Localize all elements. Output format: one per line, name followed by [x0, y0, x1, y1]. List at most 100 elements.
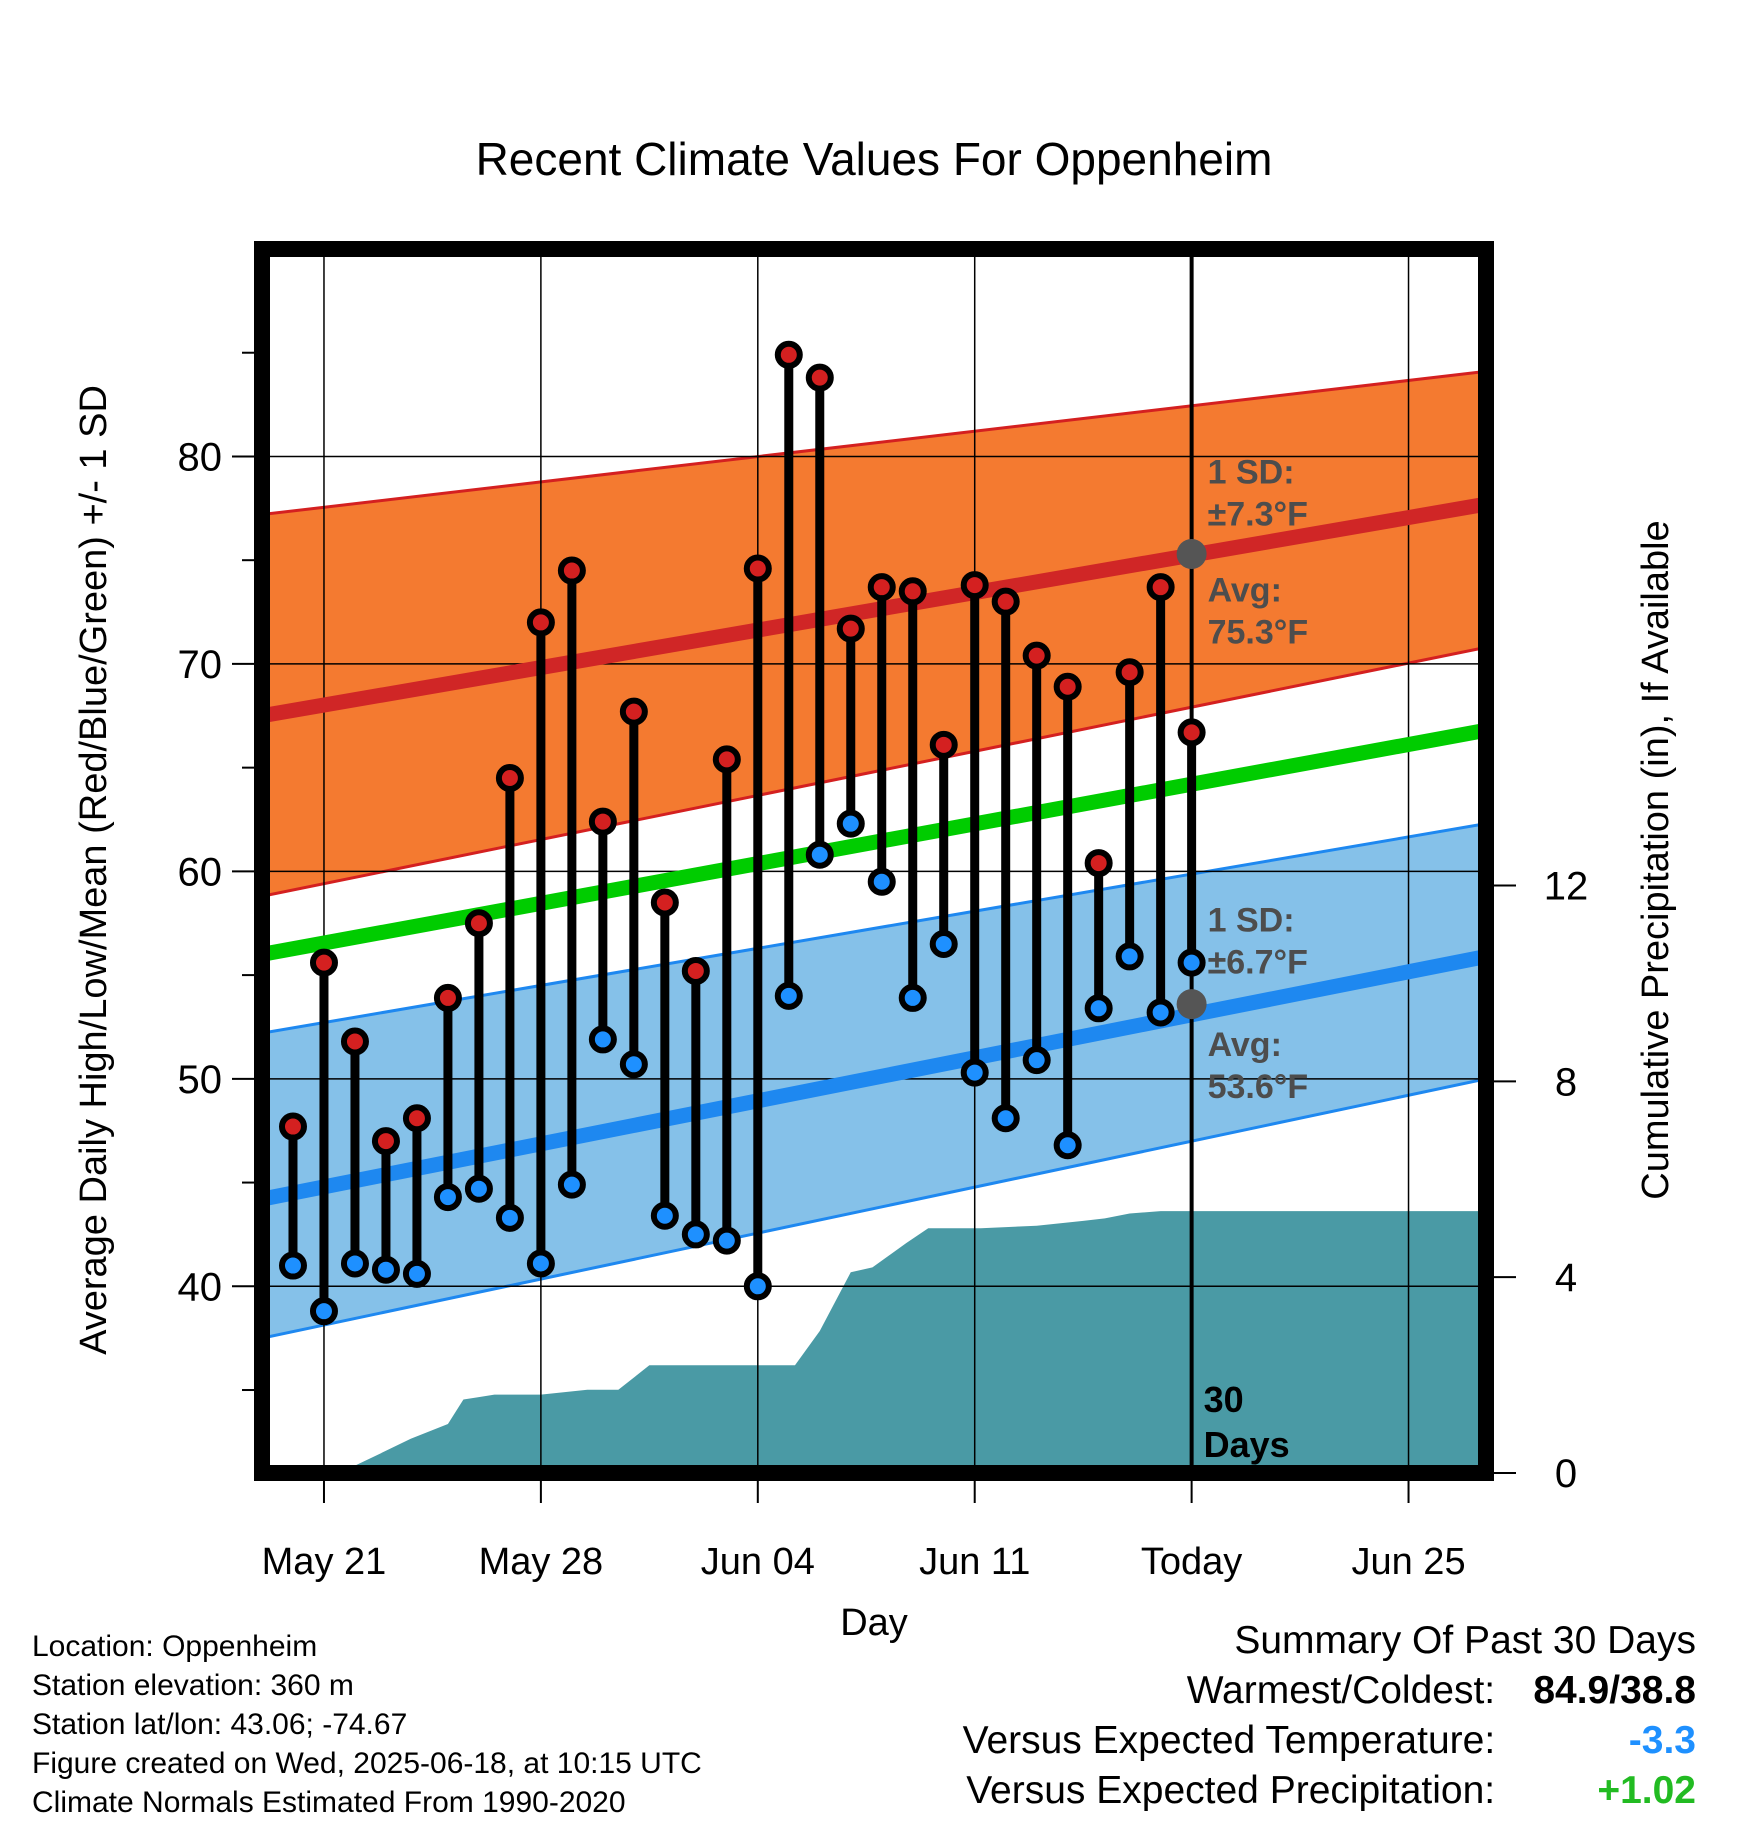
low-point	[433, 1183, 462, 1212]
y2-tick-label: 12	[1544, 864, 1589, 908]
x-tick-label: Today	[1141, 1541, 1242, 1583]
low-point	[340, 1249, 369, 1278]
low-point	[836, 809, 865, 838]
low-point	[588, 1025, 617, 1054]
low-point	[898, 983, 927, 1012]
high-point	[712, 745, 741, 774]
high-point	[805, 363, 834, 392]
x-tick-label: Jun 25	[1351, 1541, 1465, 1583]
high-avg-annotation: 75.3°F	[1208, 614, 1309, 652]
low-point	[464, 1174, 493, 1203]
low-avg-annotation: Avg:	[1208, 1026, 1282, 1064]
precip-area	[262, 1211, 1486, 1473]
summary-heading: Summary Of Past 30 Days	[1234, 1619, 1696, 1662]
summary-temp-label: Versus Expected Temperature:	[962, 1719, 1496, 1762]
low-point	[867, 867, 896, 896]
chart-title: Recent Climate Values For Oppenheim	[476, 133, 1273, 185]
high-point	[960, 571, 989, 600]
y-axis-label: Average Daily High/Low/Mean (Red/Blue/Gr…	[73, 385, 115, 1355]
low-point	[774, 981, 803, 1010]
high-sd-band-upper-edge	[262, 369, 1486, 517]
low-point	[557, 1170, 586, 1199]
low-avg-normal-line	[262, 949, 1486, 1207]
low-point	[619, 1050, 648, 1079]
high-point	[557, 556, 586, 585]
high-point	[1053, 672, 1082, 701]
high-point	[402, 1104, 431, 1133]
high-point	[836, 614, 865, 643]
high-point	[867, 573, 896, 602]
y-tick-label: 60	[178, 850, 223, 894]
high-sd-band-lower-edge	[262, 645, 1486, 898]
high-point	[681, 956, 710, 985]
window-label: Days	[1204, 1424, 1290, 1465]
x-tick-label: Jun 04	[701, 1541, 815, 1583]
summary-temp-value: -3.3	[1628, 1719, 1696, 1762]
high-point	[619, 697, 648, 726]
low-sd-annotation: 1 SD:	[1208, 902, 1295, 940]
summary-precip-row: Versus Expected Precipitation: +1.02	[966, 1771, 1696, 1811]
window-label: 30	[1204, 1379, 1244, 1420]
plot-area	[262, 249, 1486, 1473]
high-point	[1084, 849, 1113, 878]
x-tick-label: May 28	[479, 1541, 604, 1583]
low-point	[402, 1259, 431, 1288]
low-point	[650, 1201, 679, 1230]
y-tick-label: 80	[178, 435, 223, 479]
low-point	[495, 1203, 524, 1232]
footer-location: Location: Oppenheim	[32, 1630, 318, 1663]
high-point	[371, 1127, 400, 1156]
footer-normals: Climate Normals Estimated From 1990-2020	[32, 1786, 626, 1819]
high-avg-normal-line	[262, 496, 1486, 724]
low-point	[1053, 1131, 1082, 1160]
high-point	[1022, 641, 1051, 670]
high-sd-annotation: ±7.3°F	[1208, 495, 1308, 533]
low-point	[929, 929, 958, 958]
low-point	[278, 1251, 307, 1280]
today-low-avg-marker	[1176, 989, 1207, 1020]
footer-elevation: Station elevation: 360 m	[32, 1669, 354, 1702]
high-sd-annotation: 1 SD:	[1208, 453, 1295, 491]
footer-latlon: Station lat/lon: 43.06; -74.67	[32, 1708, 408, 1741]
low-avg-annotation: 53.6°F	[1208, 1068, 1309, 1106]
y2-axis-label: Cumulative Precipitation (in), If Availa…	[1635, 520, 1677, 1199]
y2-tick-label: 4	[1555, 1256, 1577, 1300]
plot-frame	[254, 241, 1494, 1481]
high-point	[1115, 658, 1144, 687]
low-point	[1115, 942, 1144, 971]
low-point	[712, 1226, 741, 1255]
y-tick-label: 50	[178, 1058, 223, 1102]
y2-tick-label: 0	[1555, 1452, 1577, 1496]
high-point	[774, 340, 803, 369]
high-point	[1177, 718, 1206, 747]
low-point	[805, 840, 834, 869]
low-point	[960, 1058, 989, 1087]
high-point	[650, 888, 679, 917]
summary-warmest-label: Warmest/Coldest:	[1186, 1669, 1496, 1712]
x-tick-label: Jun 11	[919, 1541, 1030, 1583]
low-point	[681, 1220, 710, 1249]
high-point	[588, 807, 617, 836]
low-point	[1022, 1046, 1051, 1075]
low-sd-annotation: ±6.7°F	[1208, 944, 1308, 982]
high-point	[743, 554, 772, 583]
low-point	[309, 1297, 338, 1326]
high-point	[433, 983, 462, 1012]
summary-temp-row: Versus Expected Temperature: -3.3	[963, 1721, 1696, 1761]
mean-normal-line	[262, 722, 1486, 962]
high-point	[991, 587, 1020, 616]
high-avg-annotation: Avg:	[1208, 572, 1282, 610]
summary-precip-value: +1.02	[1597, 1769, 1696, 1812]
y-tick-label: 40	[178, 1265, 223, 1309]
low-sd-band-lower-edge	[262, 1077, 1486, 1340]
x-tick-label: May 21	[262, 1541, 387, 1583]
high-point	[278, 1112, 307, 1141]
summary-warmest-value: 84.9/38.8	[1533, 1669, 1696, 1712]
footer-created: Figure created on Wed, 2025-06-18, at 10…	[32, 1747, 702, 1780]
high-point	[929, 730, 958, 759]
high-point	[526, 608, 555, 637]
high-point	[495, 764, 524, 793]
summary-warmest-row: Warmest/Coldest: 84.9/38.8	[1187, 1671, 1696, 1711]
low-point	[991, 1104, 1020, 1133]
